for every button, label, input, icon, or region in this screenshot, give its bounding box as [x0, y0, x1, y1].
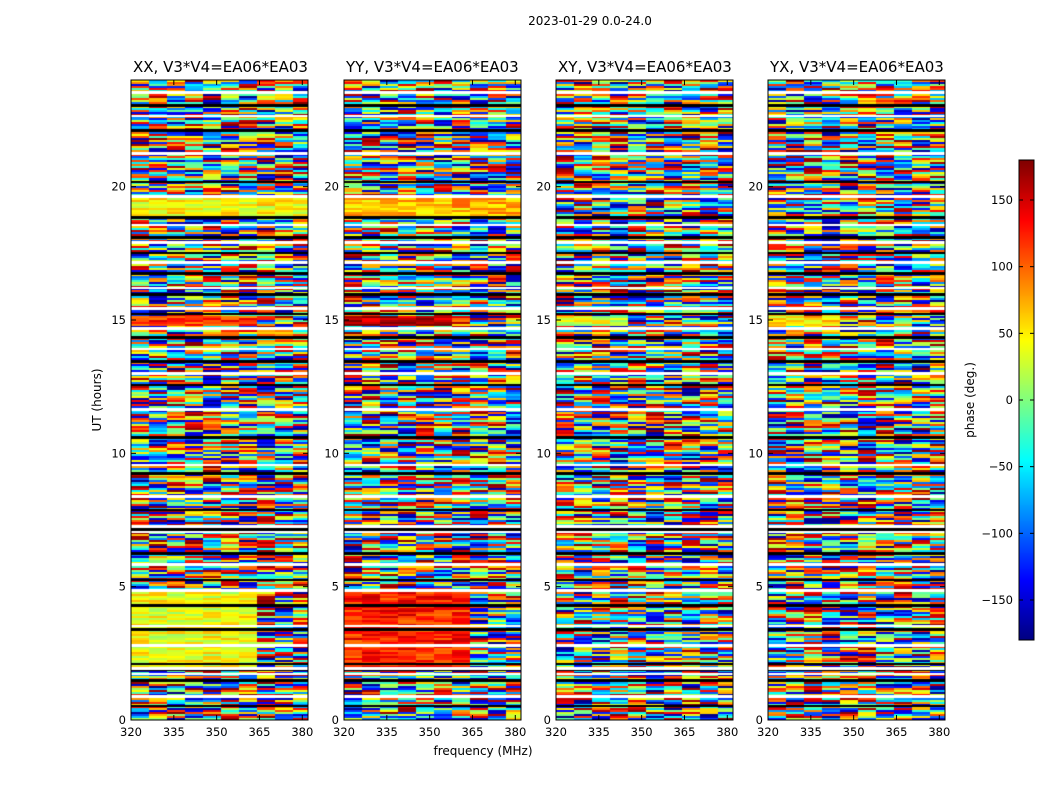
colorbar-tick-label-1: 100 — [991, 260, 1013, 274]
xtick-label-1-0: 320 — [333, 725, 355, 739]
xtick-label-0-3: 365 — [248, 725, 270, 739]
heatmap-1 — [344, 80, 521, 720]
xtick-label-3-3: 365 — [885, 725, 907, 739]
ytick-label-2-2: 10 — [536, 446, 551, 460]
xtick-label-1-3: 365 — [461, 725, 483, 739]
plot-frame-1 — [343, 79, 522, 721]
colorbar-tick-label-5: −100 — [981, 526, 1013, 540]
colorbar-tick-label-0: 150 — [991, 193, 1013, 207]
panel-0: 0 5 10 15 20 320 335 350 365 380 — [111, 79, 313, 739]
ytick-label-0-2: 10 — [111, 446, 126, 460]
xtick-label-3-4: 380 — [928, 725, 950, 739]
ytick-label-1-0: 0 — [332, 713, 339, 727]
ytick-label-3-4: 20 — [748, 180, 763, 194]
xtick-label-0-1: 335 — [163, 725, 185, 739]
y-axis-label: UT (hours) — [90, 368, 104, 431]
xtick-label-1-2: 350 — [419, 725, 441, 739]
colorbar-tick-label-2: 50 — [998, 326, 1013, 340]
panel-title-xx: XX, V3*V4=EA06*EA03 — [133, 58, 308, 76]
panel-title-yy: YY, V3*V4=EA06*EA03 — [346, 58, 519, 76]
xtick-label-2-0: 320 — [545, 725, 567, 739]
xtick-label-3-1: 335 — [800, 725, 822, 739]
ytick-label-2-3: 15 — [536, 313, 551, 327]
xtick-label-3-2: 350 — [843, 725, 865, 739]
ytick-label-3-1: 5 — [756, 580, 763, 594]
colorbar-tick-label-6: −150 — [981, 593, 1013, 607]
xtick-label-2-4: 380 — [716, 725, 738, 739]
colorbar-tick-label-4: −50 — [989, 460, 1013, 474]
colorbar-gradient — [1019, 160, 1034, 640]
ytick-label-1-1: 5 — [332, 580, 339, 594]
panel-1: 0 5 10 15 20 320 335 350 365 380 — [324, 79, 526, 739]
plot-frame-2 — [555, 79, 734, 721]
panel-2: 0 5 10 15 20 320 335 350 365 380 — [536, 79, 738, 739]
ytick-label-1-3: 15 — [324, 313, 339, 327]
colorbar: 150 100 50 0 −50 −100 −150 phase (deg.) — [963, 159, 1035, 641]
figure-title: 2023-01-29 0.0-24.0 — [528, 14, 652, 28]
panels: 0 5 10 15 20 320 335 350 365 380 0 5 10 15 20 320 335 350… — [90, 79, 950, 758]
ytick-label-0-0: 0 — [119, 713, 126, 727]
panel-3: 0 5 10 15 20 320 335 350 365 380 — [748, 79, 950, 739]
colorbar-tick-label-3: 0 — [1006, 393, 1013, 407]
heatmap-3 — [768, 80, 945, 720]
xtick-label-2-2: 350 — [631, 725, 653, 739]
ytick-label-2-4: 20 — [536, 180, 551, 194]
ytick-label-0-4: 20 — [111, 180, 126, 194]
xtick-label-0-2: 350 — [206, 725, 228, 739]
ytick-label-0-1: 5 — [119, 580, 126, 594]
plot-frame-3 — [767, 79, 946, 721]
ytick-label-3-0: 0 — [756, 713, 763, 727]
ytick-label-3-2: 10 — [748, 446, 763, 460]
ytick-label-3-3: 15 — [748, 313, 763, 327]
heatmap-2 — [556, 80, 733, 720]
xtick-label-2-1: 335 — [588, 725, 610, 739]
ytick-label-0-3: 15 — [111, 313, 126, 327]
xtick-label-0-0: 320 — [120, 725, 142, 739]
ytick-label-1-2: 10 — [324, 446, 339, 460]
x-axis-label: frequency (MHz) — [433, 744, 532, 758]
xtick-label-1-4: 380 — [504, 725, 526, 739]
xtick-label-0-4: 380 — [291, 725, 313, 739]
xtick-label-1-1: 335 — [376, 725, 398, 739]
ytick-label-2-1: 5 — [544, 580, 551, 594]
xtick-label-3-0: 320 — [757, 725, 779, 739]
panel-title-xy: XY, V3*V4=EA06*EA03 — [558, 58, 732, 76]
xtick-label-2-3: 365 — [673, 725, 695, 739]
heatmap-0 — [131, 80, 308, 720]
panel-title-yx: YX, V3*V4=EA06*EA03 — [770, 58, 944, 76]
ytick-label-2-0: 0 — [544, 713, 551, 727]
ytick-label-1-4: 20 — [324, 180, 339, 194]
colorbar-label: phase (deg.) — [963, 362, 977, 438]
plot-frame-0 — [130, 79, 309, 721]
